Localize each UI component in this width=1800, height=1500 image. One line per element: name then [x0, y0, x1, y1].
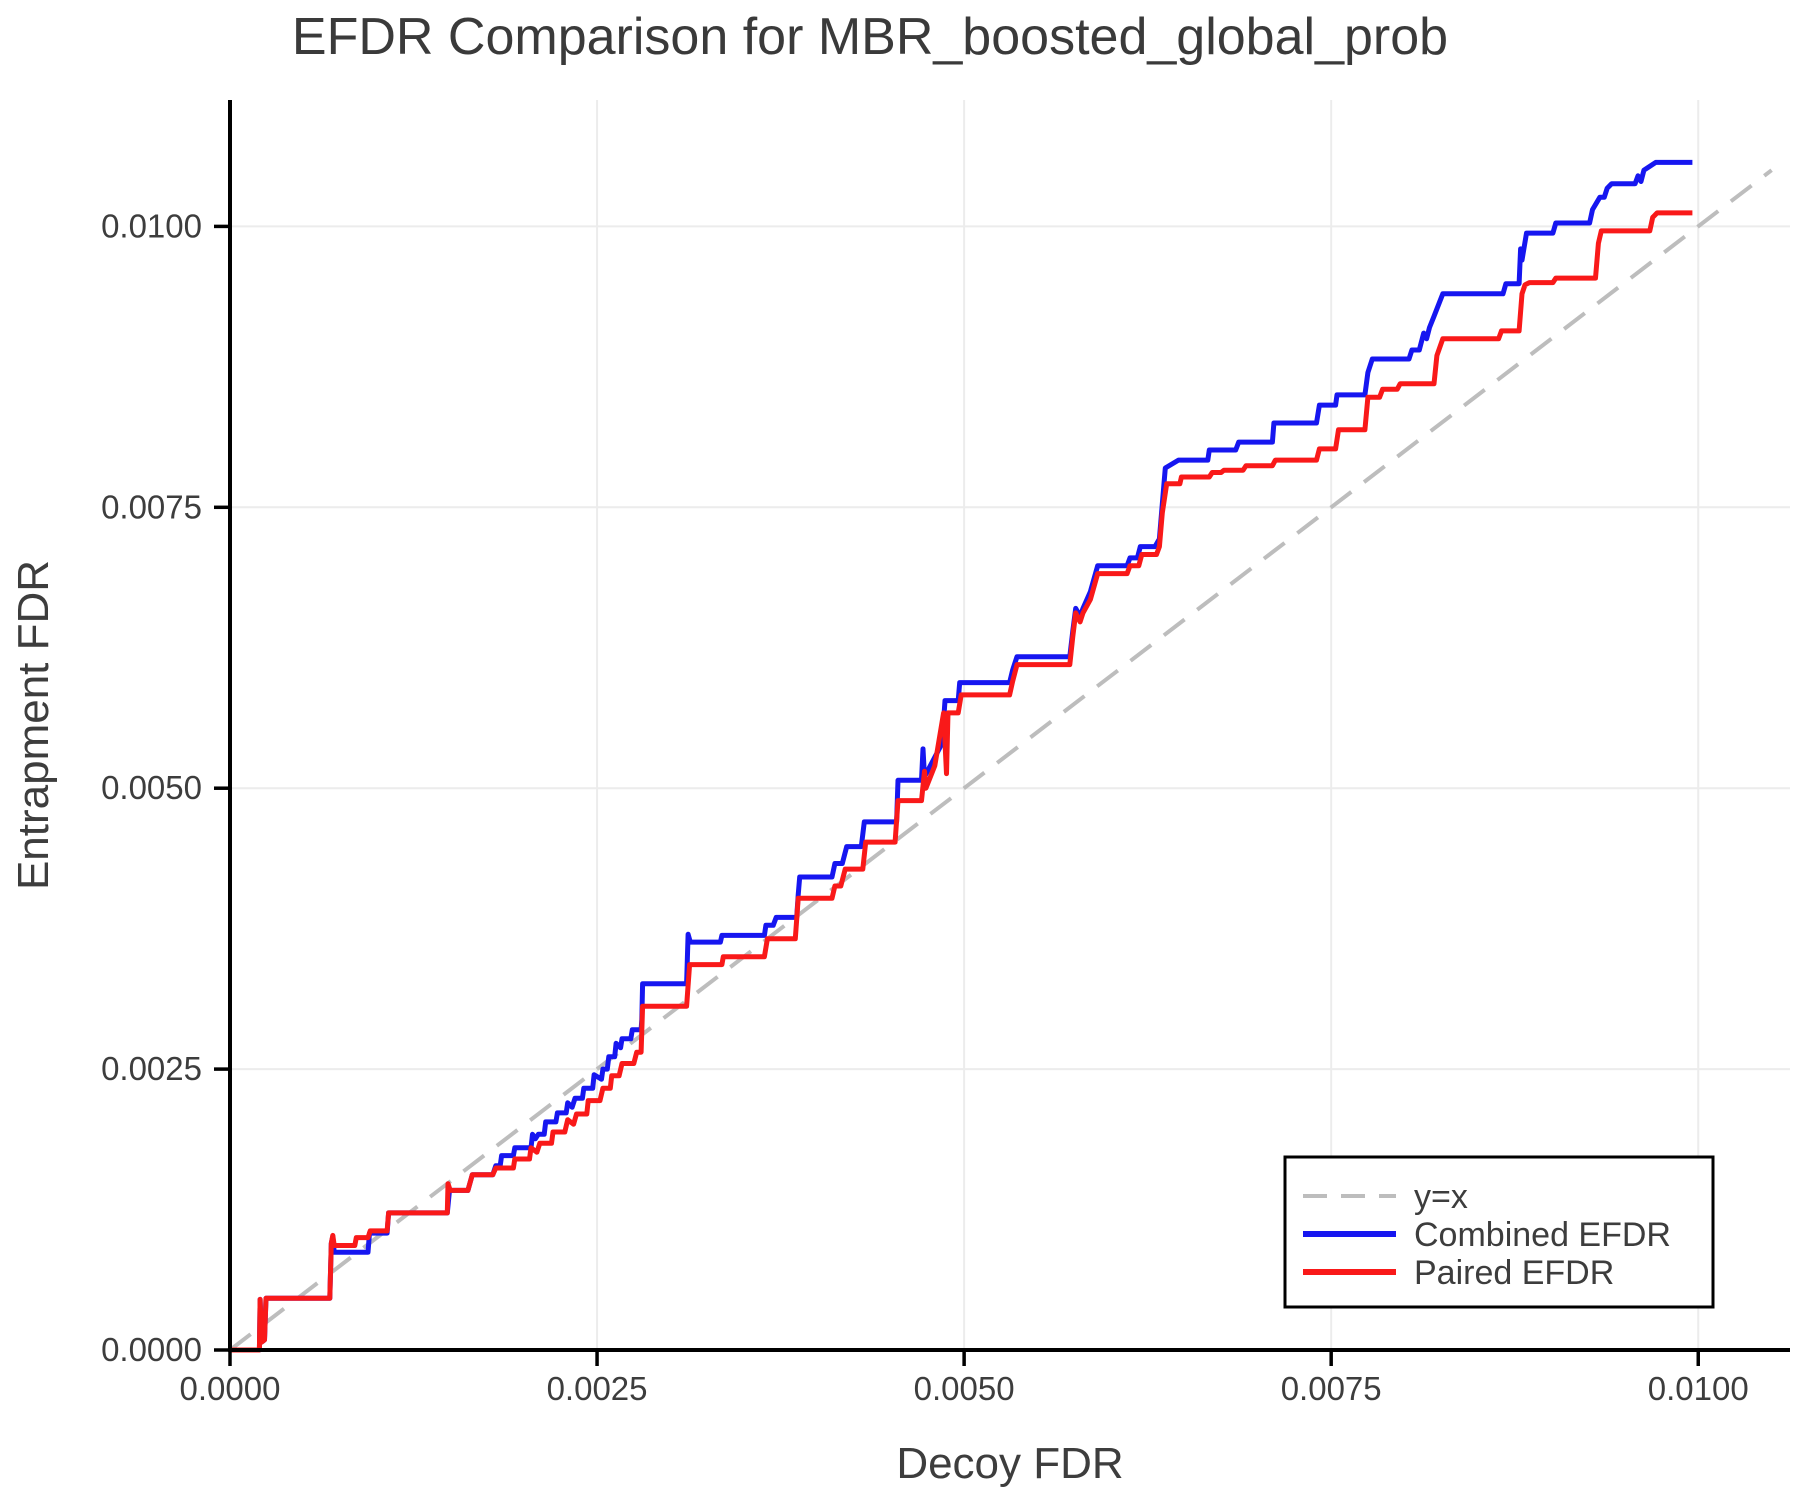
- y-equals-x-line: [228, 168, 1773, 1352]
- y-tick-label: 0.0025: [101, 1050, 202, 1087]
- x-tick-label: 0.0100: [1648, 1370, 1749, 1407]
- legend-label-paired: Paired EFDR: [1414, 1254, 1614, 1292]
- axes-layer: [214, 100, 1790, 1366]
- y-tick-label: 0.0075: [101, 488, 202, 525]
- chart-title: EFDR Comparison for MBR_boosted_global_p…: [292, 8, 1448, 66]
- y-tick-label: 0.0050: [101, 769, 202, 806]
- x-tick-label: 0.0050: [914, 1370, 1015, 1407]
- paired-efdr-line: [230, 210, 1693, 1353]
- x-tick-label: 0.0025: [547, 1370, 648, 1407]
- legend: y=x Combined EFDR Paired EFDR: [1283, 1155, 1715, 1309]
- y-tick-label: 0.0100: [101, 207, 202, 244]
- x-tick-label: 0.0000: [180, 1370, 281, 1407]
- y-tick-label: 0.0000: [101, 1331, 202, 1368]
- series-layer: [228, 159, 1773, 1353]
- x-tick-label: 0.0075: [1281, 1370, 1382, 1407]
- legend-label-yx: y=x: [1414, 1178, 1468, 1216]
- y-axis-label: Entrapment FDR: [9, 560, 58, 890]
- x-axis-label: Decoy FDR: [896, 1439, 1123, 1488]
- legend-label-combined: Combined EFDR: [1414, 1216, 1671, 1254]
- tick-label-layer: 0.0000 0.0025 0.0050 0.0075 0.0100 0.0000 0.00…: [101, 207, 1749, 1407]
- combined-efdr-line: [230, 159, 1693, 1353]
